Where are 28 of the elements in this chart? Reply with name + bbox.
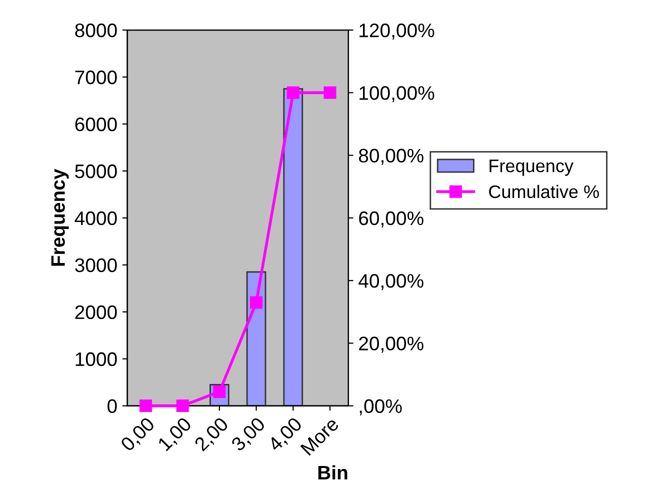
y2-tick-label: 80,00% — [358, 148, 424, 165]
y2-tick-label: 40,00% — [358, 274, 424, 290]
point — [139, 400, 152, 412]
y2-tick-label: 100,00% — [360, 86, 434, 102]
legend-label: Frequency — [490, 160, 574, 176]
legend-label: Cumulative % — [489, 184, 599, 198]
y2-tick-label: 20,00% — [359, 336, 424, 353]
y-tick-label: 6000 — [75, 117, 117, 132]
y-axis-title: Frequency — [51, 168, 69, 266]
y-tick-label: 7000 — [75, 70, 117, 84]
y-tick-label: 0 — [108, 399, 117, 414]
point — [250, 296, 263, 309]
x-axis-title: Bin — [318, 465, 348, 480]
x-tick-label: 0,00 — [120, 416, 157, 454]
y-tick-label: 2000 — [75, 305, 117, 320]
point — [286, 86, 300, 99]
y-tick-label: 5000 — [75, 164, 117, 178]
y2-tick-label: 60,00% — [359, 211, 424, 228]
y-tick-label: 3000 — [75, 258, 117, 272]
x-tick-label: 3,00 — [230, 416, 268, 454]
y2-tick-label: 120,00% — [360, 24, 434, 40]
y2-tick-label: ,00% — [360, 399, 402, 416]
point — [176, 400, 189, 412]
point — [324, 86, 336, 99]
y-tick-label: 1000 — [76, 352, 117, 366]
y-tick-label: 8000 — [75, 24, 117, 38]
y-tick-label: 4000 — [74, 211, 117, 226]
bar — [283, 88, 304, 406]
